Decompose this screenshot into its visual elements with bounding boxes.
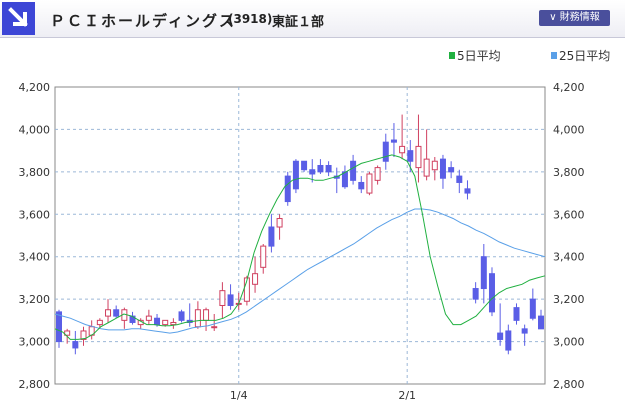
y-tick-label-right: 3,400 (553, 251, 585, 264)
candle-down (350, 160, 357, 181)
candle-up (415, 145, 422, 169)
x-tick-label: 2/1 (398, 389, 416, 402)
candle-down (301, 160, 308, 171)
candle-down (472, 288, 479, 300)
candle-down (538, 315, 544, 330)
candle-down (456, 175, 463, 183)
candle-up (80, 330, 87, 340)
y-tick-label-right: 4,200 (553, 81, 585, 94)
y-tick-label-left: 3,600 (19, 208, 51, 221)
legend-ma25: 25日平均 (551, 47, 610, 64)
candle-up (64, 330, 71, 336)
y-tick-label-right: 4,000 (553, 123, 585, 136)
y-tick-label-right: 3,600 (553, 208, 585, 221)
y-tick-label-left: 4,200 (19, 81, 51, 94)
candle-down (513, 307, 520, 321)
candle-down (227, 294, 234, 307)
candle-down (325, 164, 332, 173)
candle-down (341, 171, 348, 188)
y-tick-label-left: 3,200 (19, 293, 51, 306)
ma5-label: 5日平均 (457, 49, 501, 63)
candle-up (211, 326, 218, 329)
legend-ma5: 5日平均 (449, 47, 501, 64)
candle-down (505, 330, 512, 351)
candle-down (529, 298, 536, 319)
candle-down (464, 188, 471, 194)
candle-down (284, 175, 291, 203)
candle-down (292, 160, 299, 190)
candle-down (521, 328, 528, 334)
candle-up (252, 273, 259, 285)
stock-code: (3918) (228, 12, 273, 26)
y-tick-label-right: 3,800 (553, 166, 585, 179)
y-tick-label-left: 3,400 (19, 251, 51, 264)
financial-info-label: 財務情報 (559, 12, 600, 23)
ma25-swatch (551, 52, 557, 59)
candle-down (56, 311, 62, 343)
chart-header: ＰＣＩホールディングス (3918) 東証１部 ∨ 財務情報 (0, 0, 625, 38)
candle-up (399, 145, 406, 154)
candle-down (439, 158, 446, 179)
candle-down (488, 273, 495, 313)
ma25-label: 25日平均 (559, 49, 611, 63)
candle-down (317, 164, 324, 173)
candle-up (423, 158, 430, 177)
candle-down (72, 341, 79, 349)
company-name: ＰＣＩホールディングス (50, 12, 236, 30)
ma25-line (54, 208, 546, 334)
plot-area (54, 86, 546, 385)
candle-down (390, 139, 397, 143)
candle-up (105, 309, 112, 317)
chevron-down-icon: ∨ (549, 12, 557, 23)
candle-up (170, 321, 177, 326)
candle-down (113, 309, 120, 317)
arrow-down-right-icon (2, 2, 35, 35)
candle-up (96, 319, 103, 326)
market-label: 東証１部 (272, 15, 325, 30)
candle-up (219, 290, 226, 307)
candle-up (243, 277, 250, 302)
candle-down (309, 169, 316, 175)
candle-down (407, 150, 414, 162)
candle-up (276, 218, 283, 228)
candle-up (374, 167, 381, 181)
y-tick-label-left: 3,000 (19, 336, 51, 349)
financial-info-button[interactable]: ∨ 財務情報 (539, 10, 610, 26)
y-tick-label-left: 4,000 (19, 123, 51, 136)
y-tick-label-right: 2,800 (553, 378, 585, 391)
ma5-line (54, 154, 546, 340)
candle-down (497, 332, 504, 340)
y-tick-label-left: 2,800 (19, 378, 51, 391)
candle-down (480, 256, 487, 290)
y-tick-label-right: 3,200 (553, 293, 585, 306)
candle-up (194, 309, 201, 328)
candle-up (162, 319, 169, 326)
y-tick-label-right: 3,000 (553, 336, 585, 349)
candle-down (154, 317, 161, 326)
candle-up (366, 173, 373, 194)
candle-up (260, 245, 267, 268)
ma5-swatch (449, 52, 455, 59)
candle-down (382, 141, 389, 162)
y-tick-label-left: 3,800 (19, 166, 51, 179)
candle-up (145, 315, 152, 321)
candle-down (448, 167, 455, 173)
candle-down (268, 226, 275, 247)
candle-down (358, 181, 365, 190)
candle-down (178, 311, 185, 321)
candle-up (431, 160, 438, 171)
x-tick-label: 1/4 (230, 389, 248, 402)
candle-up (203, 309, 210, 321)
